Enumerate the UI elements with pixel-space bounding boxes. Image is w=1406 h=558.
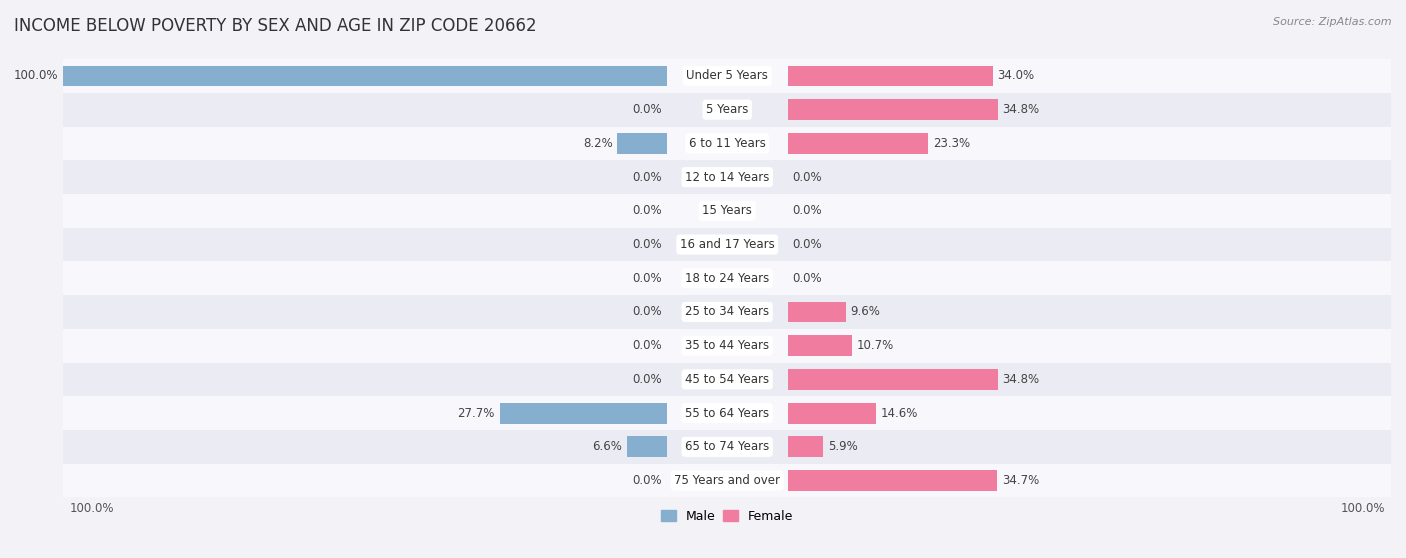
Text: 100.0%: 100.0% [1340, 502, 1385, 516]
Bar [63, 261, 1391, 295]
Text: 27.7%: 27.7% [457, 407, 495, 420]
Text: 12 to 14 Years: 12 to 14 Years [685, 171, 769, 184]
Text: 0.0%: 0.0% [633, 474, 662, 487]
Text: 6.6%: 6.6% [592, 440, 623, 453]
Bar [787, 436, 823, 457]
Text: 0.0%: 0.0% [633, 339, 662, 352]
Text: 9.6%: 9.6% [851, 305, 880, 319]
Text: 34.0%: 34.0% [998, 70, 1035, 83]
Bar [63, 93, 1391, 127]
Bar [63, 430, 1391, 464]
Text: 100.0%: 100.0% [14, 70, 59, 83]
Text: 16 and 17 Years: 16 and 17 Years [681, 238, 775, 251]
Text: 18 to 24 Years: 18 to 24 Years [685, 272, 769, 285]
Bar [787, 133, 928, 154]
Bar [627, 436, 666, 457]
Text: 34.8%: 34.8% [1002, 103, 1039, 116]
Text: Under 5 Years: Under 5 Years [686, 70, 768, 83]
Text: 0.0%: 0.0% [793, 171, 823, 184]
Text: 35 to 44 Years: 35 to 44 Years [685, 339, 769, 352]
Text: 5 Years: 5 Years [706, 103, 748, 116]
Bar [63, 160, 1391, 194]
Text: 6 to 11 Years: 6 to 11 Years [689, 137, 766, 150]
Bar [63, 127, 1391, 160]
Text: 0.0%: 0.0% [633, 238, 662, 251]
Text: 0.0%: 0.0% [633, 171, 662, 184]
Bar [63, 329, 1391, 363]
Bar [63, 59, 1391, 93]
Bar [63, 65, 666, 86]
Bar [63, 295, 1391, 329]
Text: 5.9%: 5.9% [828, 440, 858, 453]
Text: 65 to 74 Years: 65 to 74 Years [685, 440, 769, 453]
Text: 0.0%: 0.0% [793, 238, 823, 251]
Text: 15 Years: 15 Years [702, 204, 752, 217]
Text: 100.0%: 100.0% [69, 502, 114, 516]
Bar [63, 228, 1391, 261]
Text: 10.7%: 10.7% [858, 339, 894, 352]
Bar [787, 301, 845, 323]
Text: 0.0%: 0.0% [633, 305, 662, 319]
Text: 75 Years and over: 75 Years and over [675, 474, 780, 487]
Text: 34.8%: 34.8% [1002, 373, 1039, 386]
Text: 0.0%: 0.0% [633, 103, 662, 116]
Text: 55 to 64 Years: 55 to 64 Years [685, 407, 769, 420]
Text: 0.0%: 0.0% [793, 272, 823, 285]
Text: 0.0%: 0.0% [633, 272, 662, 285]
Bar [63, 363, 1391, 396]
Text: Source: ZipAtlas.com: Source: ZipAtlas.com [1274, 17, 1392, 27]
Bar [787, 99, 998, 120]
Text: 23.3%: 23.3% [934, 137, 970, 150]
Bar [787, 403, 876, 424]
Text: 45 to 54 Years: 45 to 54 Years [685, 373, 769, 386]
Bar [63, 194, 1391, 228]
Bar [787, 369, 998, 390]
Bar [787, 335, 852, 356]
Text: 14.6%: 14.6% [880, 407, 918, 420]
Text: 0.0%: 0.0% [793, 204, 823, 217]
Legend: Male, Female: Male, Female [657, 504, 799, 527]
Text: 8.2%: 8.2% [583, 137, 613, 150]
Bar [617, 133, 666, 154]
Text: 0.0%: 0.0% [633, 373, 662, 386]
Bar [63, 396, 1391, 430]
Bar [787, 65, 993, 86]
Text: 0.0%: 0.0% [633, 204, 662, 217]
Bar [499, 403, 666, 424]
Text: INCOME BELOW POVERTY BY SEX AND AGE IN ZIP CODE 20662: INCOME BELOW POVERTY BY SEX AND AGE IN Z… [14, 17, 537, 35]
Text: 25 to 34 Years: 25 to 34 Years [685, 305, 769, 319]
Text: 34.7%: 34.7% [1002, 474, 1039, 487]
Bar [787, 470, 997, 491]
Bar [63, 464, 1391, 497]
